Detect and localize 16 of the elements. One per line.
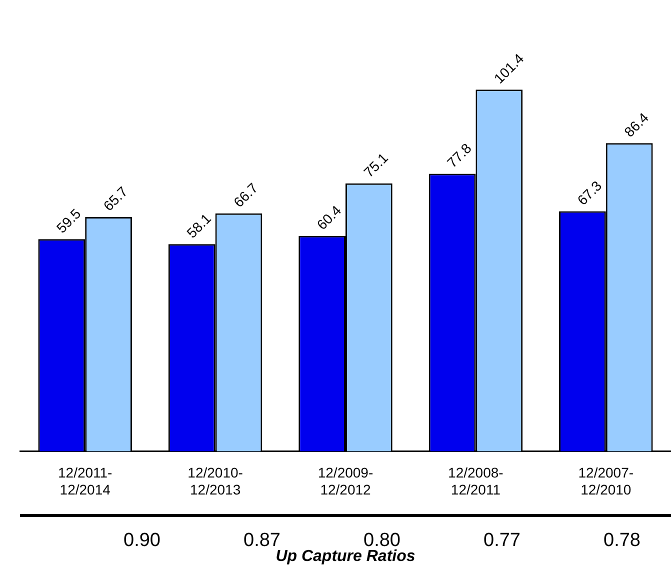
- text: 0.77: [482, 530, 522, 552]
- text: 0.87: [242, 530, 280, 551]
- data-label: 75.1: [360, 150, 392, 180]
- data-label: 67.3: [574, 177, 605, 208]
- text: 0.90: [122, 530, 162, 552]
- data-label: 86.4: [620, 109, 652, 140]
- data-label: 60.4: [314, 202, 344, 233]
- x-tick-label: 12/2009-12/2012: [318, 464, 374, 498]
- text: 0.78: [602, 530, 642, 552]
- x-tick-label: 12/2008-12/2011: [448, 464, 504, 498]
- data-label: 77.8: [444, 140, 475, 171]
- data-label: 58.1: [183, 210, 214, 241]
- x-tick-label: 12/2007-12/2010: [578, 464, 634, 498]
- x-axis-title: Up Capture Ratios: [276, 548, 416, 565]
- x-tick-label: 12/2010-12/2013: [188, 464, 244, 498]
- x-tick-label: 12/2011-12/2014: [58, 464, 113, 498]
